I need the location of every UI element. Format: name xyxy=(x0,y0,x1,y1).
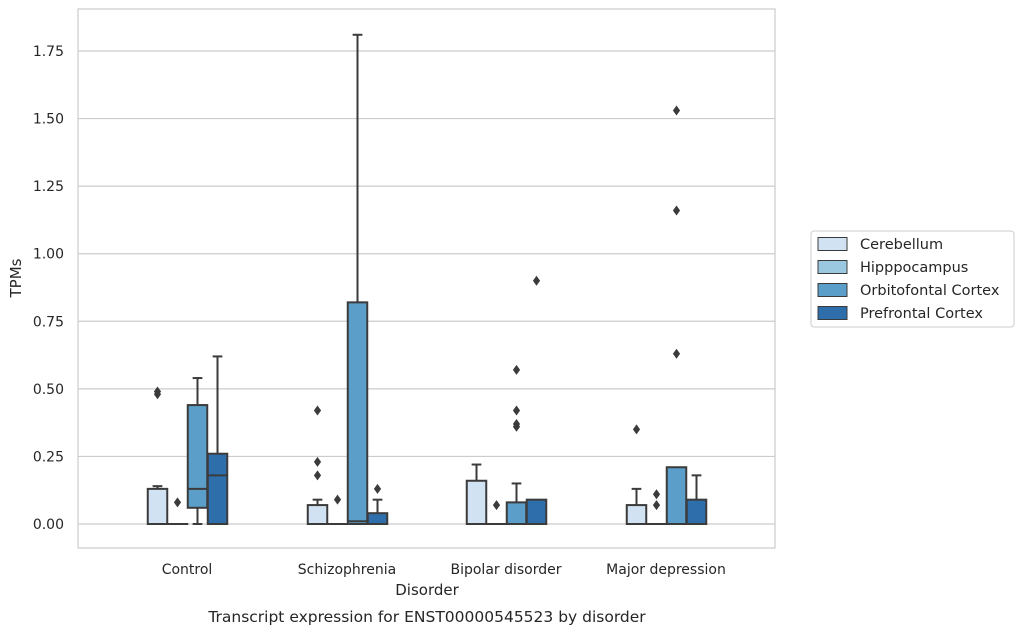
box-group xyxy=(625,424,648,525)
legend: Cerebellum Hipppocampus Orbitofontal Corte… xyxy=(810,230,1015,328)
x-axis-title: Disorder xyxy=(395,581,459,599)
outlier-point xyxy=(333,494,342,505)
chart-caption: Transcript expression for ENST0000054552… xyxy=(207,608,646,626)
box xyxy=(186,404,209,509)
box-group xyxy=(206,355,229,525)
box-group xyxy=(685,474,708,525)
x-tick-labels: Control Schizophrenia Bipolar disorder Majo… xyxy=(162,562,726,578)
outlier-point xyxy=(672,348,681,359)
box-group xyxy=(665,105,688,525)
x-tick-label: Control xyxy=(162,562,213,578)
y-tick-labels: 0.00 0.25 0.50 0.75 1.00 1.25 1.50 1.75 xyxy=(33,44,64,533)
gridlines xyxy=(78,50,775,525)
y-tick-label: 0.25 xyxy=(33,449,64,465)
box xyxy=(206,452,229,525)
y-axis-title: TPMs xyxy=(7,258,25,298)
outlier-point xyxy=(512,364,521,375)
box xyxy=(306,504,329,525)
y-tick-label: 0.75 xyxy=(33,314,64,330)
box-group xyxy=(186,377,209,525)
outlier-point xyxy=(652,500,661,511)
legend-swatch xyxy=(817,283,848,297)
y-tick-label: 1.25 xyxy=(33,179,64,195)
box-group xyxy=(645,489,668,526)
outlier-point xyxy=(652,489,661,500)
box xyxy=(625,504,648,525)
box xyxy=(366,512,389,526)
y-tick-label: 1.00 xyxy=(33,247,64,263)
legend-swatch xyxy=(817,260,848,274)
box-group xyxy=(346,33,369,526)
legend-label: Hipppocampus xyxy=(860,260,968,276)
legend-swatch xyxy=(817,237,848,251)
outlier-point xyxy=(313,470,322,481)
x-tick-label: Bipolar disorder xyxy=(450,562,561,578)
legend-label: Prefrontal Cortex xyxy=(860,306,983,322)
outlier-point xyxy=(373,483,382,494)
x-tick-label: Schizophrenia xyxy=(298,562,396,578)
box-group xyxy=(326,494,349,526)
box-group xyxy=(525,275,548,525)
box xyxy=(665,466,688,525)
box-group xyxy=(465,463,488,525)
box-group xyxy=(306,405,329,525)
box xyxy=(346,301,369,526)
y-tick-label: 1.75 xyxy=(33,44,64,60)
outlier-point xyxy=(632,424,641,435)
outlier-point xyxy=(313,456,322,467)
y-tick-label: 1.50 xyxy=(33,112,64,128)
boxes xyxy=(146,33,708,526)
outlier-point xyxy=(532,275,541,286)
box-group xyxy=(146,386,169,525)
legend-swatch xyxy=(817,306,848,320)
x-tick-label: Major depression xyxy=(606,562,726,578)
plot-area-frame xyxy=(77,8,776,549)
y-tick-label: 0.50 xyxy=(33,382,64,398)
box-group xyxy=(485,500,508,526)
outlier-point xyxy=(512,418,521,429)
legend-label: Cerebellum xyxy=(860,237,943,253)
box xyxy=(465,479,488,525)
outlier-point xyxy=(672,105,681,116)
box xyxy=(685,498,708,525)
outlier-point xyxy=(672,205,681,216)
outlier-point xyxy=(173,497,182,508)
outlier-point xyxy=(492,500,501,511)
box-group xyxy=(166,497,189,526)
legend-frame xyxy=(810,230,1015,328)
outlier-point xyxy=(512,405,521,416)
box xyxy=(146,487,169,525)
box xyxy=(525,498,548,525)
box xyxy=(505,501,528,525)
outlier-point xyxy=(153,386,162,397)
legend-label: Orbitofontal Cortex xyxy=(860,283,1000,299)
outlier-point xyxy=(313,405,322,416)
y-tick-label: 0.00 xyxy=(33,517,64,533)
box-group xyxy=(366,483,389,526)
